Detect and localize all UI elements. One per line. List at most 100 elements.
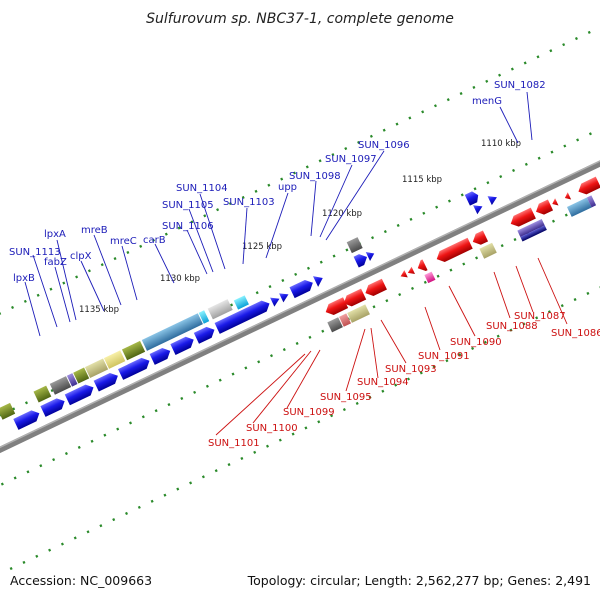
gene-box-cyan xyxy=(198,310,210,324)
forward-label-leaders xyxy=(24,91,533,337)
gene-arrow-forward xyxy=(149,347,171,365)
gene-label-SUN_1098: SUN_1098 xyxy=(289,171,341,182)
gene-arrow-reverse xyxy=(510,207,536,227)
gene-arrow-forward xyxy=(13,410,40,430)
gene-label-SUN_1086: SUN_1086 xyxy=(551,328,600,339)
gene-box-purple xyxy=(517,219,545,238)
gene-label-carB: carB xyxy=(143,235,166,246)
gene-arrow-reverse xyxy=(417,259,428,272)
gene-label-SUN_1104: SUN_1104 xyxy=(176,183,228,194)
gene-arrow-forward xyxy=(93,372,118,392)
gene-box-pink xyxy=(424,271,436,284)
gene-label-lpxA: lpxA xyxy=(44,229,66,240)
tick-label-1115: 1115 kbp xyxy=(402,175,442,185)
gene-box-steel xyxy=(141,313,203,351)
reverse-strand-features xyxy=(327,195,597,333)
gene-box-salmon xyxy=(339,313,352,327)
backbone-highlight xyxy=(0,121,600,485)
gene-label-SUN_1099: SUN_1099 xyxy=(283,407,335,418)
gene-label-fabZ: fabZ xyxy=(44,257,67,268)
gene-label-SUN_1097: SUN_1097 xyxy=(325,154,377,165)
gene-label-SUN_1106: SUN_1106 xyxy=(162,221,214,232)
tick-label-1135: 1135 kbp xyxy=(79,305,119,315)
gene-box-gray xyxy=(327,317,343,333)
gene-label-SUN_1096: SUN_1096 xyxy=(358,140,410,151)
gene-arrow-forward xyxy=(279,293,289,303)
gene-arrow-reverse xyxy=(472,230,489,245)
gene-box-lightgray xyxy=(207,299,233,320)
forward-gene-labels: SUN_1082 menG SUN_1096 SUN_1097 SUN_1098… xyxy=(9,80,546,284)
gene-label-SUN_1093: SUN_1093 xyxy=(385,364,437,375)
gene-arrow-forward xyxy=(365,252,375,262)
tick-label-1125: 1125 kbp xyxy=(242,242,282,252)
gene-arrow-forward xyxy=(64,384,94,406)
gene-box-khaki xyxy=(479,242,497,259)
gene-arrow-menG xyxy=(464,191,479,206)
genome-track-group xyxy=(0,12,600,589)
gene-box-purple xyxy=(66,373,78,387)
gene-arrow-reverse xyxy=(578,176,600,195)
gene-arrow-forward xyxy=(270,297,280,307)
forward-strand-genes xyxy=(13,191,497,430)
gene-arrow-reverse xyxy=(325,297,349,315)
gene-box-olive xyxy=(33,385,52,403)
reverse-strand-genes xyxy=(325,176,600,315)
gene-box-olive xyxy=(0,402,16,420)
gene-label-SUN_1101: SUN_1101 xyxy=(208,438,260,449)
gene-label-upp: upp xyxy=(278,182,297,193)
gene-box-olive xyxy=(121,340,146,361)
gene-arrow-carB xyxy=(214,300,270,334)
gene-arrow-reverse xyxy=(436,237,473,262)
gene-label-SUN_1113: SUN_1113 xyxy=(9,247,61,258)
gene-label-SUN_1082: SUN_1082 xyxy=(494,80,546,91)
gene-label-menG: menG xyxy=(472,96,502,107)
forward-strand-features xyxy=(0,295,249,420)
reverse-label-leaders xyxy=(215,257,568,436)
gene-box-gray xyxy=(346,237,363,254)
gene-arrow-forward xyxy=(40,398,65,417)
gene-arrow-forward xyxy=(193,326,215,344)
gene-arrow-reverse xyxy=(400,270,408,278)
gene-label-mreC: mreC xyxy=(110,236,137,247)
gene-arrow-reverse xyxy=(343,288,367,307)
gene-label-SUN_1095: SUN_1095 xyxy=(320,392,372,403)
gene-arrow-reverse xyxy=(536,199,554,215)
gene-box-purple xyxy=(586,195,597,208)
gene-arrow-forward xyxy=(312,276,323,287)
gene-box-olive xyxy=(73,367,90,384)
gene-box-khaki xyxy=(347,304,370,323)
gene-label-SUN_1087: SUN_1087 xyxy=(514,311,566,322)
tick-label-1130: 1130 kbp xyxy=(160,274,200,284)
gene-arrow-reverse xyxy=(407,266,415,274)
gene-label-SUN_1103: SUN_1103 xyxy=(223,197,275,208)
gene-arrow-forward xyxy=(170,336,194,355)
genome-backbone xyxy=(0,121,600,489)
reverse-gene-labels: SUN_1086 SUN_1087 SUN_1088 SUN_1090 SUN_… xyxy=(208,311,600,449)
gene-arrow-forward xyxy=(118,357,150,380)
scale-labels: 1110 kbp 1115 kbp 1120 kbp 1125 kbp 1130… xyxy=(79,139,521,315)
gene-label-clpX: clpX xyxy=(70,251,92,262)
gene-label-lpxB: lpxB xyxy=(13,273,35,284)
gene-box-gray xyxy=(49,376,72,395)
gene-box-khaki xyxy=(84,358,109,378)
gene-arrow-reverse xyxy=(365,278,387,296)
gene-label-SUN_1105: SUN_1105 xyxy=(162,200,214,211)
tick-label-1110: 1110 kbp xyxy=(481,139,521,149)
gene-label-SUN_1091: SUN_1091 xyxy=(418,351,470,362)
gene-arrow-forward xyxy=(353,254,367,268)
gene-label-SUN_1094: SUN_1094 xyxy=(357,377,409,388)
genome-summary: Topology: circular; Length: 2,562,277 bp… xyxy=(247,573,591,588)
gene-box-navy xyxy=(520,225,547,242)
gene-label-SUN_1100: SUN_1100 xyxy=(246,423,298,434)
gene-box-cyan xyxy=(233,295,249,310)
gene-label-SUN_1090: SUN_1090 xyxy=(450,337,502,348)
gene-arrow-reverse xyxy=(564,192,572,200)
gene-arrow-reverse xyxy=(552,198,559,206)
gene-arrow-upp xyxy=(289,279,313,299)
map-title: Sulfurovum sp. NBC37-1, complete genome xyxy=(146,11,454,27)
tick-label-1120: 1120 kbp xyxy=(322,209,362,219)
gene-label-SUN_1088: SUN_1088 xyxy=(486,321,538,332)
gene-arrow-forward xyxy=(487,196,497,206)
